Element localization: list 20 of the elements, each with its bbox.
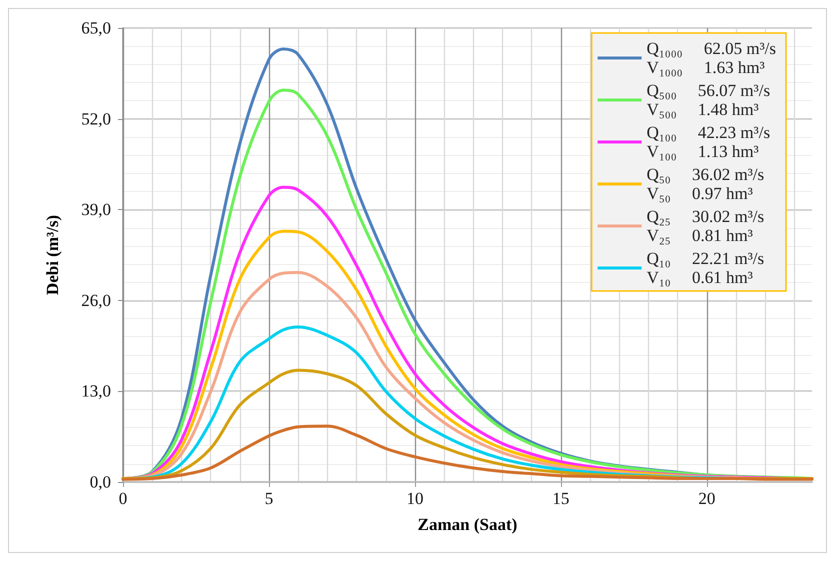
y-tick-label: 65,0 [81, 18, 111, 38]
x-axis-title: Zaman (Saat) [418, 515, 518, 534]
legend-label: Q₁₀₀₀ 62.05 m³/s V₁₀₀₀ 1.63 hm³ [646, 39, 776, 77]
legend-label: Q₂₅ 30.02 m³/s V₂₅ 0.81 hm³ [646, 207, 764, 245]
x-tick-label: 15 [552, 489, 570, 508]
x-tick-label: 5 [264, 489, 274, 508]
legend-label: Q₁₀ 22.21 m³/s V₁₀ 0.61 hm³ [646, 249, 764, 287]
y-tick-label: 0,0 [90, 472, 111, 492]
y-tick-label: 52,0 [81, 109, 111, 128]
legend-label: Q₅₀ 36.02 m³/s V₅₀ 0.97 hm³ [646, 165, 764, 203]
y-tick-label: 26,0 [81, 290, 111, 310]
legend-label: Q₅₀₀ 56.07 m³/s V₅₀₀ 1.48 hm³ [646, 81, 770, 119]
y-tick-label: 39,0 [81, 200, 111, 220]
x-tick-label: 10 [406, 489, 424, 508]
legend-label: Q₁₀₀ 42.23 m³/s V₁₀₀ 1.13 hm³ [646, 123, 770, 161]
y-axis-title: Debi (m³/s) [43, 214, 62, 296]
x-tick-label: 20 [698, 489, 716, 508]
y-tick-label: 13,0 [81, 382, 111, 401]
x-tick-label: 0 [118, 489, 128, 508]
line-series [122, 424, 814, 481]
